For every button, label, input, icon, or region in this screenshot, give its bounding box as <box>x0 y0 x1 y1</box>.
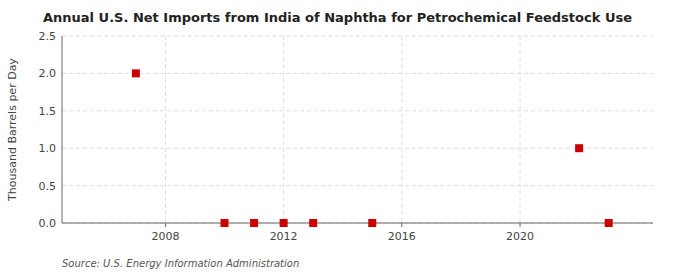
point <box>605 219 613 227</box>
y-tick-label: 0.5 <box>39 180 57 193</box>
x-grid-line <box>401 36 402 223</box>
x-grid-line <box>283 36 284 223</box>
background <box>0 0 675 275</box>
y-grid-line <box>62 148 653 149</box>
x-grid-line <box>520 36 521 223</box>
point <box>575 144 583 152</box>
x-tick-label: 2016 <box>388 230 416 243</box>
y-grid-line <box>62 110 653 111</box>
x-axis-line <box>62 223 653 224</box>
y-grid-line <box>62 185 653 186</box>
axes: 2008 2012 2016 2020 0.0 0.5 1.0 1.5 2.0 2.5 <box>39 30 535 243</box>
point <box>221 219 229 227</box>
y-tick-label: 1.5 <box>39 105 57 118</box>
x-tick <box>520 223 521 227</box>
grid <box>62 36 653 223</box>
points <box>132 69 613 227</box>
chart: 2008 2012 2016 2020 0.0 0.5 1.0 1.5 2.0 2.5 Thousa… <box>0 0 675 275</box>
y-tick-label: 2.0 <box>39 67 57 80</box>
point <box>132 69 140 77</box>
point <box>280 219 288 227</box>
y-grid-line <box>62 73 653 74</box>
annotation: Source: U.S. Energy Information Administ… <box>62 258 299 269</box>
x-tick-label: 2008 <box>151 230 179 243</box>
chart-container: 2008 2012 2016 2020 0.0 0.5 1.0 1.5 2.0 2.5 Thousa… <box>0 0 675 275</box>
y-axis-line <box>62 36 63 223</box>
point <box>309 219 317 227</box>
point <box>250 219 258 227</box>
x-tick <box>401 223 402 227</box>
title: Annual U.S. Net Imports from India of Na… <box>43 10 632 25</box>
x-tick <box>165 223 166 227</box>
y-tick-label: 2.5 <box>39 30 57 43</box>
y-grid-line <box>62 223 653 224</box>
y-grid-line <box>62 36 653 37</box>
y-tick-label: 0.0 <box>39 217 57 230</box>
y-tick-label: 1.0 <box>39 142 57 155</box>
point <box>368 219 376 227</box>
x-tick-label: 2012 <box>270 230 298 243</box>
y-axis-label: Thousand Barrels per Day <box>6 58 19 202</box>
x-grid-line <box>165 36 166 223</box>
x-tick-label: 2020 <box>506 230 534 243</box>
